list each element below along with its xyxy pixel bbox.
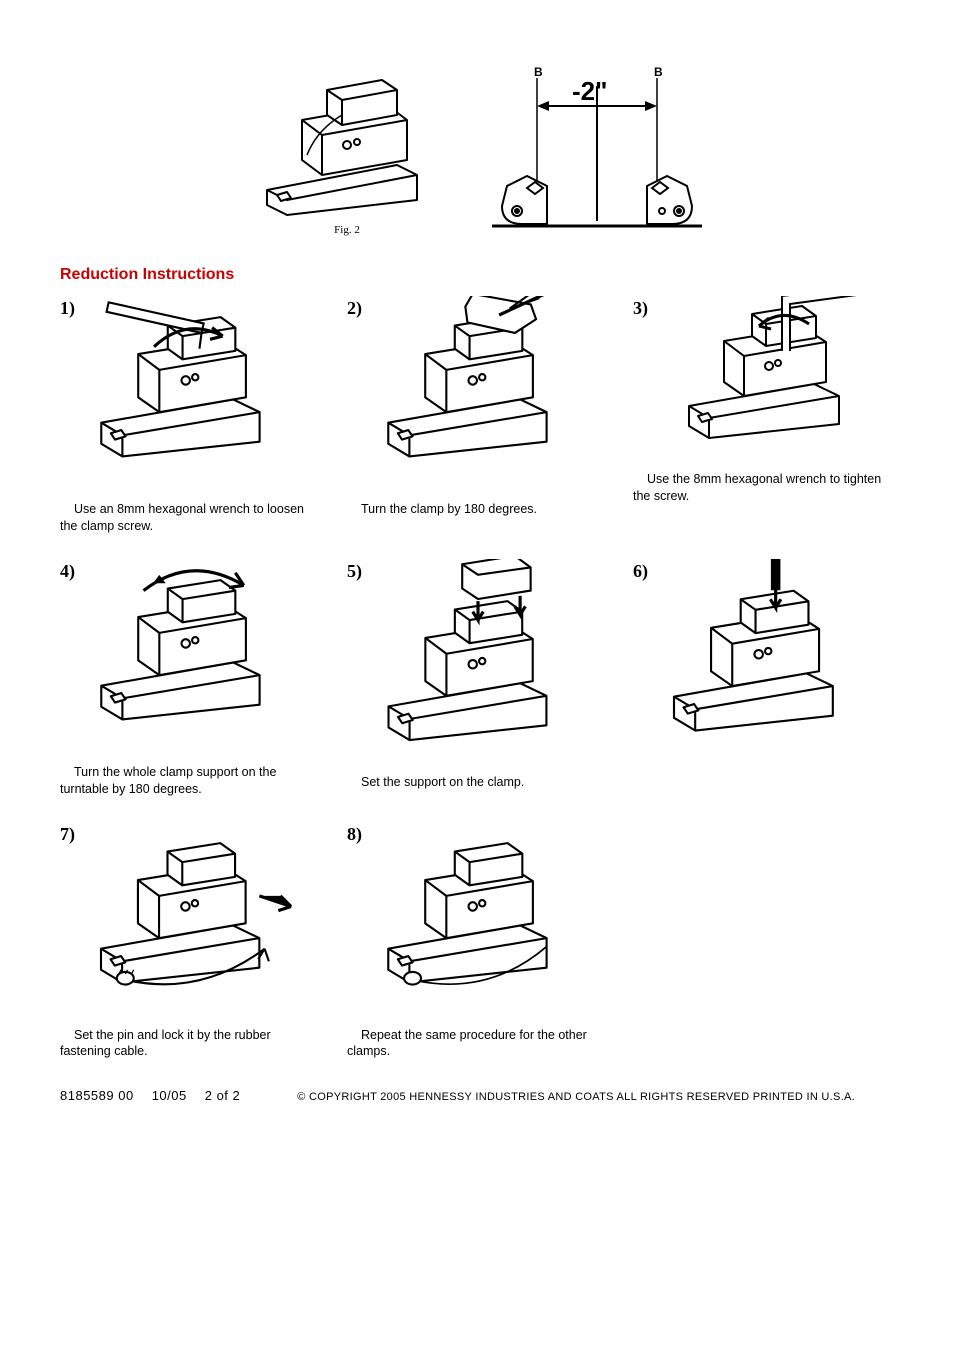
step-5-number: 5)	[347, 559, 362, 582]
step-8-number: 8)	[347, 822, 362, 845]
step-1-text: Use an 8mm hexagonal wrench to loosen th…	[60, 501, 311, 535]
marker-b-left: B	[534, 66, 543, 79]
step-4-figure	[81, 559, 311, 754]
footer-doc-id: 8185589 00	[60, 1088, 134, 1103]
step-3-number: 3)	[633, 296, 648, 319]
page-footer: 8185589 00 10/05 2 of 2 © COPYRIGHT 2005…	[60, 1088, 894, 1103]
step-1-figure	[81, 296, 311, 491]
fig2-clamp-assembly: Fig. 2	[247, 60, 447, 236]
step-5: 5) Set the support on the clamp.	[347, 559, 597, 798]
step-5-text: Set the support on the clamp.	[347, 774, 597, 791]
marker-b-right: B	[654, 66, 663, 79]
top-figure-row: Fig. 2	[60, 60, 894, 236]
step-2-number: 2)	[347, 296, 362, 319]
step-8-figure	[368, 822, 597, 1017]
dimension-diagram-illustration: B B -2"	[487, 66, 707, 236]
footer-page: 2 of 2	[205, 1088, 241, 1103]
step-2-figure	[368, 296, 597, 491]
empty-cell	[633, 822, 894, 1061]
step-4-text: Turn the whole clamp support on the turn…	[60, 764, 311, 798]
step-6: 6)	[633, 559, 894, 798]
step-5-figure	[368, 559, 597, 764]
step-6-figure	[654, 559, 894, 744]
step-2: 2) Turn the clamp by 180 degrees.	[347, 296, 597, 535]
step-1-number: 1)	[60, 296, 75, 319]
step-8-text: Repeat the same procedure for the other …	[347, 1027, 597, 1061]
steps-grid: 1) Use an 8mm hexagonal wrench to loosen…	[60, 296, 894, 1060]
dimension-label: -2"	[572, 76, 607, 106]
footer-date: 10/05	[152, 1088, 187, 1103]
footer-copyright: © COPYRIGHT 2005 HENNESSY INDUSTRIES AND…	[258, 1091, 894, 1103]
step-7-number: 7)	[60, 822, 75, 845]
clamp-assembly-illustration	[247, 60, 447, 220]
step-7-text: Set the pin and lock it by the rubber fa…	[60, 1027, 311, 1061]
step-4-number: 4)	[60, 559, 75, 582]
fig2-dimension-diagram: B B -2"	[487, 66, 707, 236]
step-3: 3) Use the 8mm hexagonal wrench to tight…	[633, 296, 894, 535]
step-7-figure	[81, 822, 311, 1017]
step-8: 8) Repeat the same procedure for the oth…	[347, 822, 597, 1061]
step-3-figure	[654, 296, 894, 461]
step-3-text: Use the 8mm hexagonal wrench to tighten …	[633, 471, 894, 505]
fig2-caption: Fig. 2	[247, 224, 447, 236]
step-1: 1) Use an 8mm hexagonal wrench to loosen…	[60, 296, 311, 535]
step-2-text: Turn the clamp by 180 degrees.	[347, 501, 597, 518]
step-7: 7)	[60, 822, 311, 1061]
step-4: 4) Turn the whole clamp support on the t…	[60, 559, 311, 798]
step-6-number: 6)	[633, 559, 648, 582]
section-title: Reduction Instructions	[60, 266, 894, 284]
